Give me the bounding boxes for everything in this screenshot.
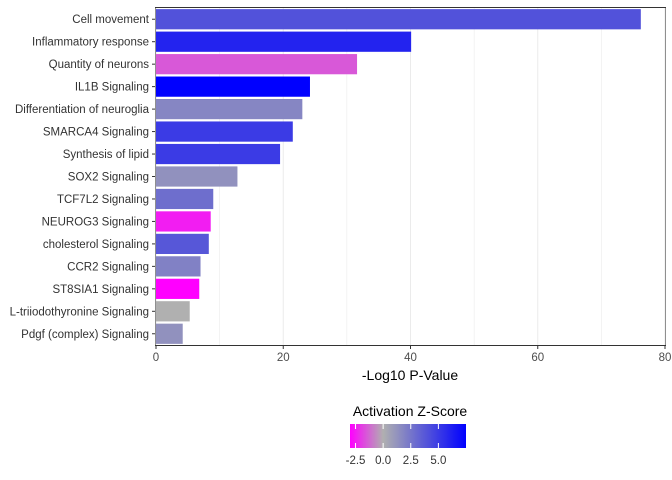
bar <box>156 98 303 120</box>
bar <box>156 76 310 97</box>
y-tick-label: Differentiation of neuroglia <box>15 104 150 116</box>
y-tick-label: CCR2 Signaling <box>67 261 149 273</box>
y-axis-labels: Cell movement Inflammatory response Quanti… <box>10 14 155 341</box>
bar <box>156 31 412 52</box>
y-tick-label: SOX2 Signaling <box>68 172 149 184</box>
bar <box>156 301 190 322</box>
bar <box>156 9 641 30</box>
x-tick-label: 20 <box>277 352 290 364</box>
legend-tick-label: 0.0 <box>375 455 391 467</box>
x-tick-label: 40 <box>404 352 417 364</box>
x-axis-title: -Log10 P-Value <box>362 367 458 383</box>
y-tick-label: Pdgf (complex) Signaling <box>21 329 149 341</box>
y-tick-label: TCF7L2 Signaling <box>57 194 149 206</box>
bar <box>156 143 281 165</box>
bars <box>156 9 641 344</box>
x-tick-label: 80 <box>659 352 672 364</box>
x-tick-label: 0 <box>153 352 159 364</box>
bar <box>156 211 211 232</box>
legend-tick-label: 2.5 <box>403 455 419 467</box>
y-tick-label: cholesterol Signaling <box>43 239 149 251</box>
bar <box>156 121 293 142</box>
legend-tick-label: -2.5 <box>346 455 366 467</box>
bar <box>156 323 183 344</box>
y-tick-label: Inflammatory response <box>32 37 149 49</box>
y-tick-label: SMARCA4 Signaling <box>43 127 149 139</box>
legend-colorbar <box>350 424 466 448</box>
bar <box>156 54 358 75</box>
legend-title: Activation Z-Score <box>353 403 468 419</box>
bar <box>156 256 201 277</box>
y-tick-label: L-triiodothyronine Signaling <box>10 306 149 318</box>
bar <box>156 166 238 187</box>
bar <box>156 188 214 210</box>
y-tick-label: Synthesis of lipid <box>63 149 149 161</box>
y-tick-label: Cell movement <box>72 14 149 26</box>
y-tick-label: ST8SIA1 Signaling <box>52 284 149 296</box>
y-tick-label: NEUROG3 Signaling <box>42 216 149 228</box>
bar <box>156 233 209 255</box>
x-tick-label: 60 <box>531 352 544 364</box>
y-tick-label: Quantity of neurons <box>49 59 150 71</box>
bar <box>156 278 200 299</box>
x-axis-ticks: 0 20 40 60 80 <box>153 345 672 364</box>
y-tick-label: IL1B Signaling <box>75 82 149 94</box>
legend-tick-label: 5.0 <box>430 455 446 467</box>
legend-ticks: -2.5 0.0 2.5 5.0 <box>346 424 446 467</box>
